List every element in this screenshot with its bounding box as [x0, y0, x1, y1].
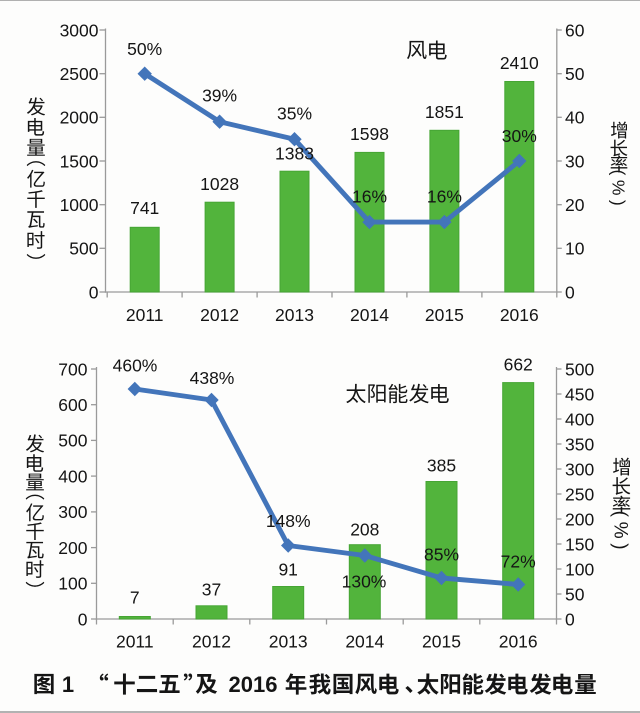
svg-text:20: 20 — [565, 195, 585, 215]
svg-text:10: 10 — [565, 239, 585, 259]
svg-text:400: 400 — [58, 466, 87, 486]
svg-text:1028: 1028 — [200, 174, 239, 194]
svg-text:100: 100 — [58, 574, 87, 594]
svg-text:0: 0 — [89, 282, 99, 302]
svg-text:1851: 1851 — [425, 102, 464, 122]
svg-text:100: 100 — [565, 559, 594, 579]
svg-text:1598: 1598 — [350, 124, 389, 144]
svg-text:250: 250 — [565, 484, 594, 504]
svg-text:2013: 2013 — [269, 631, 308, 651]
svg-text:0: 0 — [565, 609, 575, 629]
svg-text:600: 600 — [58, 395, 87, 415]
svg-text:16%: 16% — [352, 186, 387, 206]
svg-text:438%: 438% — [190, 368, 235, 388]
svg-text:350: 350 — [565, 434, 594, 454]
svg-text:37: 37 — [202, 579, 221, 599]
svg-text:460%: 460% — [113, 355, 158, 375]
svg-text:1500: 1500 — [60, 151, 99, 171]
svg-text:450: 450 — [565, 384, 594, 404]
svg-text:3000: 3000 — [60, 20, 99, 40]
svg-text:2410: 2410 — [500, 53, 539, 73]
svg-text:300: 300 — [58, 502, 87, 522]
svg-text:30: 30 — [565, 151, 585, 171]
svg-text:1000: 1000 — [60, 195, 99, 215]
svg-text:148%: 148% — [266, 511, 311, 531]
svg-text:700: 700 — [58, 359, 87, 379]
svg-text:(%): (%) — [610, 511, 631, 555]
svg-text:(%): (%) — [609, 170, 629, 211]
svg-text:35%: 35% — [277, 103, 312, 123]
svg-text:1383: 1383 — [275, 143, 314, 163]
svg-text:500: 500 — [69, 239, 98, 259]
svg-text:72%: 72% — [501, 551, 536, 571]
svg-text:1: 1 — [62, 672, 74, 697]
svg-text:2015: 2015 — [422, 631, 461, 651]
svg-text:500: 500 — [565, 359, 594, 379]
svg-text:150: 150 — [565, 534, 594, 554]
svg-text:208: 208 — [350, 519, 379, 539]
svg-text:2000: 2000 — [60, 108, 99, 128]
svg-text:2011: 2011 — [116, 631, 154, 651]
svg-text:500: 500 — [58, 431, 87, 451]
svg-text:50: 50 — [565, 584, 585, 604]
svg-text:7: 7 — [130, 587, 140, 607]
svg-text:2013: 2013 — [275, 305, 314, 325]
svg-text:2014: 2014 — [345, 631, 384, 651]
svg-text:2500: 2500 — [60, 64, 99, 84]
svg-text:91: 91 — [278, 559, 297, 579]
svg-text:300: 300 — [565, 459, 594, 479]
svg-text:60: 60 — [565, 20, 585, 40]
svg-text:85%: 85% — [424, 544, 459, 564]
svg-text:200: 200 — [565, 509, 594, 529]
svg-text:0: 0 — [78, 609, 88, 629]
svg-text:200: 200 — [58, 538, 87, 558]
svg-text:2012: 2012 — [192, 631, 231, 651]
svg-text:40: 40 — [565, 108, 585, 128]
svg-text:2016: 2016 — [500, 305, 539, 325]
svg-text:2015: 2015 — [425, 305, 464, 325]
svg-text:30%: 30% — [502, 126, 537, 146]
svg-text:741: 741 — [130, 198, 159, 218]
svg-text:2016: 2016 — [499, 631, 538, 651]
svg-text:2011: 2011 — [126, 305, 164, 325]
svg-text:50: 50 — [565, 64, 585, 84]
svg-text:385: 385 — [427, 455, 456, 475]
svg-text:50%: 50% — [127, 39, 162, 59]
svg-text:400: 400 — [565, 409, 594, 429]
svg-text:2014: 2014 — [350, 305, 389, 325]
svg-text:662: 662 — [504, 354, 533, 374]
svg-text:0: 0 — [565, 282, 575, 302]
svg-text:2016: 2016 — [229, 672, 278, 697]
svg-text:2012: 2012 — [200, 305, 239, 325]
svg-text:16%: 16% — [427, 186, 462, 206]
svg-text:39%: 39% — [202, 85, 237, 105]
svg-text:130%: 130% — [342, 571, 387, 591]
